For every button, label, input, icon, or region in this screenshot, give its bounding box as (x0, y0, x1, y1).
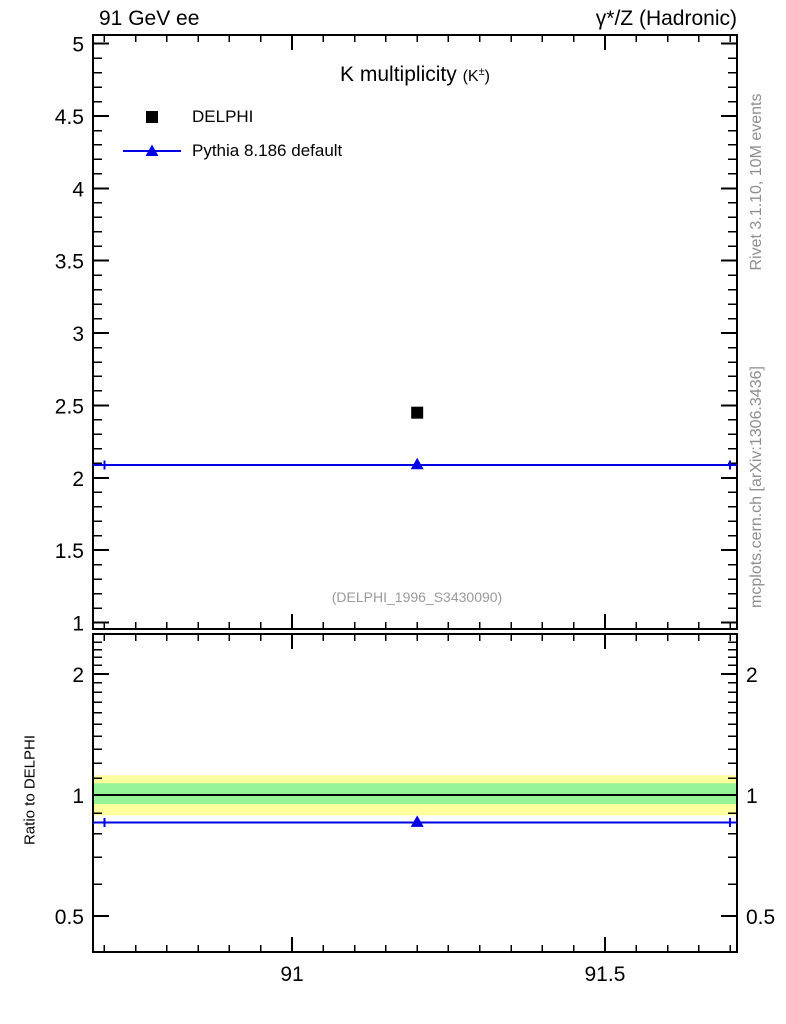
ratio-y-tick-label-left: 0.5 (55, 906, 84, 929)
ratio-y-tick-label-right: 0.5 (746, 906, 775, 929)
analysis-id-watermark: (DELPHI_1996_S3430090) (331, 589, 503, 605)
y-tick-label: 3.5 (55, 251, 84, 274)
legend-item-pythia: Pythia 8.186 default (122, 140, 342, 162)
y-tick-label: 2 (72, 468, 84, 491)
pythia-ratio-marker (410, 815, 424, 827)
legend-label-delphi: DELPHI (192, 107, 254, 126)
header-beam-energy: 91 GeV ee (99, 7, 200, 30)
triangle-line-marker-icon (123, 144, 181, 156)
pythia-main-marker (410, 457, 424, 470)
plot-title: K multiplicity (K±) (340, 63, 490, 87)
y-tick-label: 2.5 (55, 395, 84, 418)
y-tick-label: 4.5 (55, 106, 84, 129)
x-tick-label: 91 (280, 963, 303, 986)
y-tick-label: 3 (72, 323, 84, 346)
square-marker-icon (146, 111, 158, 123)
ratio-panel-frame (92, 633, 738, 953)
data-uncertainty-inner-band (93, 783, 737, 804)
y-tick-label: 1 (72, 612, 84, 635)
legend-item-delphi: DELPHI (122, 106, 253, 128)
header-process: γ*/Z (Hadronic) (595, 7, 737, 30)
ratio-y-tick-label-right: 1 (746, 785, 758, 808)
main-panel-frame (92, 34, 738, 630)
y-tick-label: 1.5 (55, 540, 84, 563)
mcplots-reference-text: mcplots.cern.ch [arXiv:1306.3436] (748, 366, 765, 608)
legend-label-pythia: Pythia 8.186 default (192, 141, 343, 160)
x-tick-label: 91.5 (585, 963, 626, 986)
y-tick-label: 5 (72, 34, 84, 57)
ratio-axis-label: Ratio to DELPHI (21, 734, 39, 846)
ratio-y-tick-label-left: 1 (72, 785, 84, 808)
ratio-y-tick-label-left: 2 (72, 664, 84, 687)
y-tick-label: 4 (72, 178, 84, 201)
ratio-y-tick-label-right: 2 (746, 664, 758, 687)
plot-title-observable: (K±) (462, 66, 490, 85)
plot-title-main: K multiplicity (340, 63, 463, 86)
delphi-data-point (411, 406, 424, 419)
rivet-version-text: Rivet 3.1.10, 10M events (748, 93, 765, 271)
